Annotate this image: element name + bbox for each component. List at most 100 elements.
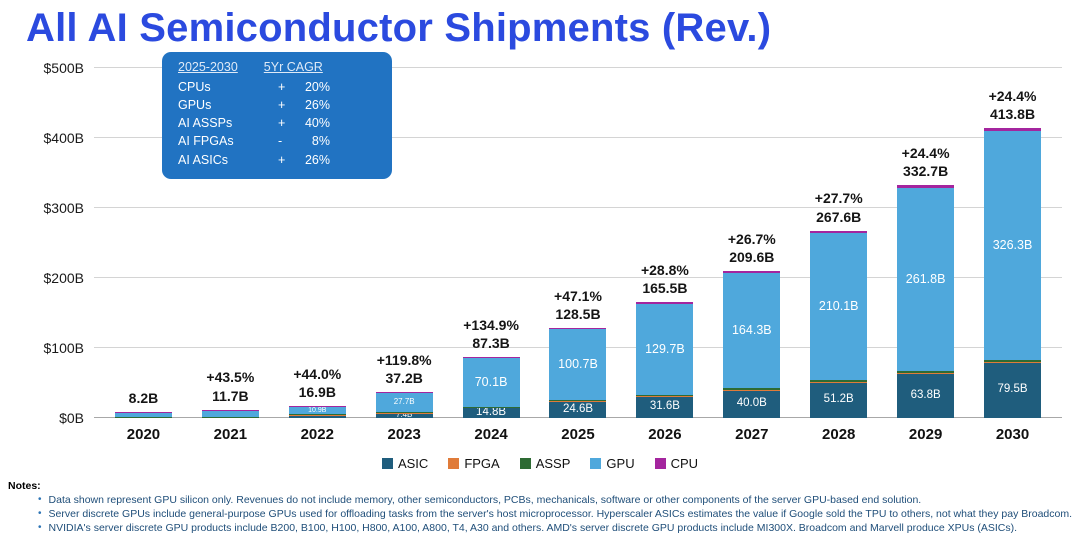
gpu-value-label: 70.1B: [475, 376, 508, 389]
bar-segment-gpu: 27.7B: [376, 393, 433, 412]
note-item: •Server discrete GPUs include general-pu…: [38, 507, 1080, 521]
note-text: NVIDIA's server discrete GPU products in…: [49, 521, 1018, 535]
asic-value-label: 79.5B: [997, 384, 1027, 396]
bullet-icon: •: [38, 507, 42, 521]
year-label: 2027: [708, 426, 795, 443]
cagr-rows: CPUs+20%GPUs+26%AI ASSPs+40%AI FPGAs-8%A…: [178, 78, 376, 169]
asic-value-label: 24.6B: [563, 404, 593, 416]
cagr-row-pct: 20%: [292, 78, 330, 96]
y-axis-tick: $500B: [44, 60, 84, 76]
year-label: 2025: [535, 426, 622, 443]
legend-item-asic: ASIC: [382, 456, 428, 471]
y-axis: $0B$100B$200B$300B$400B$500B: [12, 68, 94, 418]
bar-segment-assp: [636, 395, 693, 396]
gpu-value-label: 129.7B: [645, 343, 685, 356]
bar: 63.8B 261.8B: [897, 185, 954, 418]
cagr-row-pct: 40%: [292, 114, 330, 132]
cagr-row-sign: +: [278, 78, 292, 96]
year-label: 2026: [621, 426, 708, 443]
gpu-value-label: 326.3B: [993, 239, 1033, 252]
bar-segment-cpu: [549, 328, 606, 329]
bar-segment-cpu: [810, 231, 867, 233]
asic-value-label: 40.0B: [737, 398, 767, 410]
cagr-row-label: GPUs: [178, 96, 278, 114]
legend-label: ASSP: [536, 456, 571, 471]
bar-segment-cpu: [984, 128, 1041, 131]
bar-segment-asic: 7.4B: [376, 413, 433, 418]
bar-segment-assp: [897, 371, 954, 373]
y-axis-tick: $0B: [59, 410, 84, 426]
y-axis-tick: $100B: [44, 340, 84, 356]
bar: [202, 410, 259, 418]
bar-growth-label: +27.7%: [779, 189, 899, 207]
bar-segment-gpu: 10.9B: [289, 407, 346, 415]
bullet-icon: •: [38, 493, 42, 507]
cagr-row-sign: -: [278, 132, 292, 150]
cagr-period: 2025-2030: [178, 60, 238, 74]
bar: 14.8B 70.1B: [463, 357, 520, 418]
bar-segment-assp: [723, 388, 780, 390]
cagr-row: AI ASSPs+40%: [178, 114, 376, 132]
legend-swatch-asic: [382, 458, 393, 469]
bar-total-label: 87.3B: [431, 334, 551, 352]
bar-segment-asic: [202, 417, 259, 418]
bar-segment-asic: [115, 417, 172, 418]
year-label: 2024: [448, 426, 535, 443]
bar-segment-gpu: 210.1B: [810, 233, 867, 380]
bar-total-label: 209.6B: [692, 248, 812, 266]
year-label: 2030: [969, 426, 1056, 443]
cagr-row-sign: +: [278, 96, 292, 114]
bar-segment-asic: 51.2B: [810, 382, 867, 418]
legend-label: CPU: [671, 456, 698, 471]
cagr-header-label: 5Yr CAGR: [264, 60, 323, 74]
note-item: • Data shown represent GPU silicon only. …: [38, 493, 1080, 507]
gpu-value-label: 27.7B: [394, 398, 415, 406]
cagr-row-label: AI ASICs: [178, 151, 278, 169]
cagr-box: 2025-2030 5Yr CAGR CPUs+20%GPUs+26%AI AS…: [162, 52, 392, 179]
y-axis-tick: $300B: [44, 200, 84, 216]
y-axis-tick: $400B: [44, 130, 84, 146]
cagr-row: CPUs+20%: [178, 78, 376, 96]
bar-segment-asic: [289, 415, 346, 418]
cagr-row-label: AI FPGAs: [178, 132, 278, 150]
notes-list: • Data shown represent GPU silicon only. …: [8, 493, 1080, 536]
bar-segment-asic: 40.0B: [723, 390, 780, 418]
bar-growth-label: +24.4%: [953, 87, 1073, 105]
legend-label: FPGA: [464, 456, 499, 471]
year-label: 2029: [882, 426, 969, 443]
bar: 40.0B 164.3B: [723, 271, 780, 418]
bar-segment-gpu: 129.7B: [636, 304, 693, 395]
legend-item-assp: ASSP: [520, 456, 571, 471]
year-label: 2021: [187, 426, 274, 443]
note-item: •NVIDIA's server discrete GPU products i…: [38, 521, 1080, 535]
cagr-row-label: CPUs: [178, 78, 278, 96]
gpu-value-label: 100.7B: [558, 358, 598, 371]
asic-value-label: 63.8B: [911, 390, 941, 402]
note-text: Data shown represent GPU silicon only. R…: [49, 493, 922, 507]
bar-top-labels: +27.7%267.6B: [779, 189, 899, 225]
legend-swatch-assp: [520, 458, 531, 469]
bar-segment-asic: 14.8B: [463, 408, 520, 418]
bar-segment-gpu: 326.3B: [984, 131, 1041, 359]
y-axis-tick: $200B: [44, 270, 84, 286]
gpu-value-label: 261.8B: [906, 273, 946, 286]
gpu-value-label: 164.3B: [732, 324, 772, 337]
notes: Notes: •Data shown represent GPU silicon…: [8, 480, 1080, 536]
bar-segment-gpu: 261.8B: [897, 188, 954, 371]
bar-segment-asic: 79.5B: [984, 362, 1041, 418]
bar-segment-gpu: [115, 412, 172, 417]
cagr-row-pct: 26%: [292, 96, 330, 114]
bar-segment-cpu: [897, 185, 954, 188]
bar: 10.9B: [289, 406, 346, 418]
gpu-value-label: 210.1B: [819, 300, 859, 313]
bar-top-labels: +24.4%332.7B: [866, 144, 986, 180]
bar-segment-cpu: [723, 271, 780, 273]
bar-segment-assp: [463, 407, 520, 408]
bar-total-label: 332.7B: [866, 162, 986, 180]
legend-swatch-cpu: [655, 458, 666, 469]
gpu-value-label: 10.9B: [308, 407, 326, 414]
bar-segment-asic: 24.6B: [549, 401, 606, 418]
